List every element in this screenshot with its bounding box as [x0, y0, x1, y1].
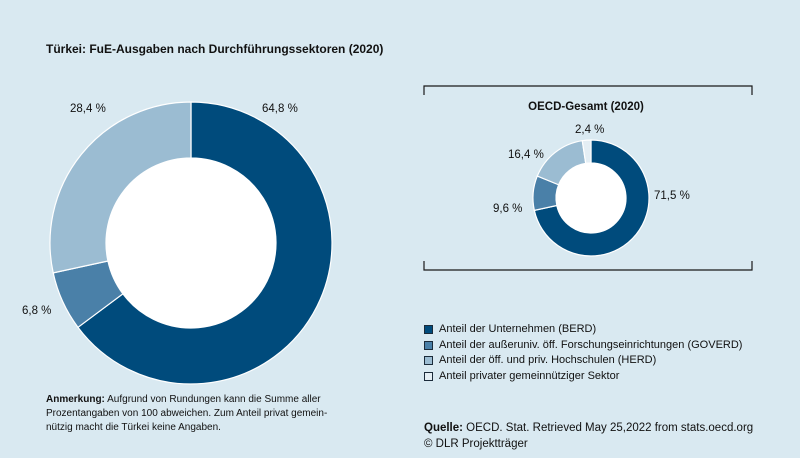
- oecd-hole: [556, 163, 626, 233]
- legend-item-goverd: Anteil der außeruniv. öff. Forschungsein…: [424, 338, 742, 354]
- turkey-label-0: 64,8 %: [262, 103, 298, 115]
- legend-item-herd: Anteil der öff. und priv. Hochschulen (H…: [424, 353, 742, 369]
- legend-label-goverd: Anteil der außeruniv. öff. Forschungsein…: [439, 338, 743, 351]
- chart-title: Türkei: FuE-Ausgaben nach Durchführungss…: [46, 42, 384, 56]
- oecd-frame: [423, 85, 753, 271]
- footnote: Anmerkung: Aufgrund von Rundungen kann d…: [46, 393, 376, 435]
- legend-swatch-herd: [424, 356, 433, 366]
- copyright: © DLR Projektträger: [424, 438, 528, 450]
- source: Quelle: OECD. Stat. Retrieved May 25,202…: [424, 420, 753, 452]
- source-text: OECD. Stat. Retrieved May 25,2022 from s…: [462, 422, 754, 434]
- legend-label-berd: Anteil der Unternehmen (BERD): [439, 323, 597, 335]
- footnote-line-3: nützig macht die Türkei keine Angaben.: [46, 422, 221, 433]
- footnote-line-2: Prozentangaben von 100 abweichen. Zum An…: [46, 408, 328, 419]
- source-label: Quelle:: [424, 422, 463, 434]
- legend-swatch-berd: [424, 325, 433, 335]
- oecd-label-3: 2,4 %: [575, 124, 604, 136]
- legend-label-pnp: Anteil privater gemeinnütziger Sektor: [439, 369, 620, 382]
- turkey-hole: [106, 158, 276, 328]
- oecd-label-0: 71,5 %: [654, 190, 690, 202]
- oecd-title: OECD-Gesamt (2020): [528, 101, 644, 113]
- turkey-label-2: 28,4 %: [70, 103, 106, 115]
- turkey-label-1: 6,8 %: [22, 305, 51, 317]
- legend-item-berd: Anteil der Unternehmen (BERD): [424, 322, 742, 338]
- legend-label-herd: Anteil der öff. und priv. Hochschulen (H…: [439, 354, 657, 366]
- footnote-line-1: Aufgrund von Rundungen kann die Summe al…: [104, 394, 321, 405]
- legend-swatch-goverd: [424, 340, 433, 350]
- legend: Anteil der Unternehmen (BERD) Anteil der…: [424, 322, 742, 384]
- legend-item-pnp: Anteil privater gemeinnütziger Sektor: [424, 369, 742, 385]
- legend-swatch-pnp: [424, 371, 433, 381]
- oecd-label-2: 16,4 %: [508, 149, 544, 161]
- donut-oecd: 71,5 % 9,6 % 16,4 % 2,4 %: [493, 124, 690, 257]
- donut-turkey: 64,8 % 6,8 % 28,4 %: [22, 101, 333, 385]
- oecd-label-1: 9,6 %: [493, 203, 522, 215]
- footnote-label: Anmerkung:: [46, 394, 105, 405]
